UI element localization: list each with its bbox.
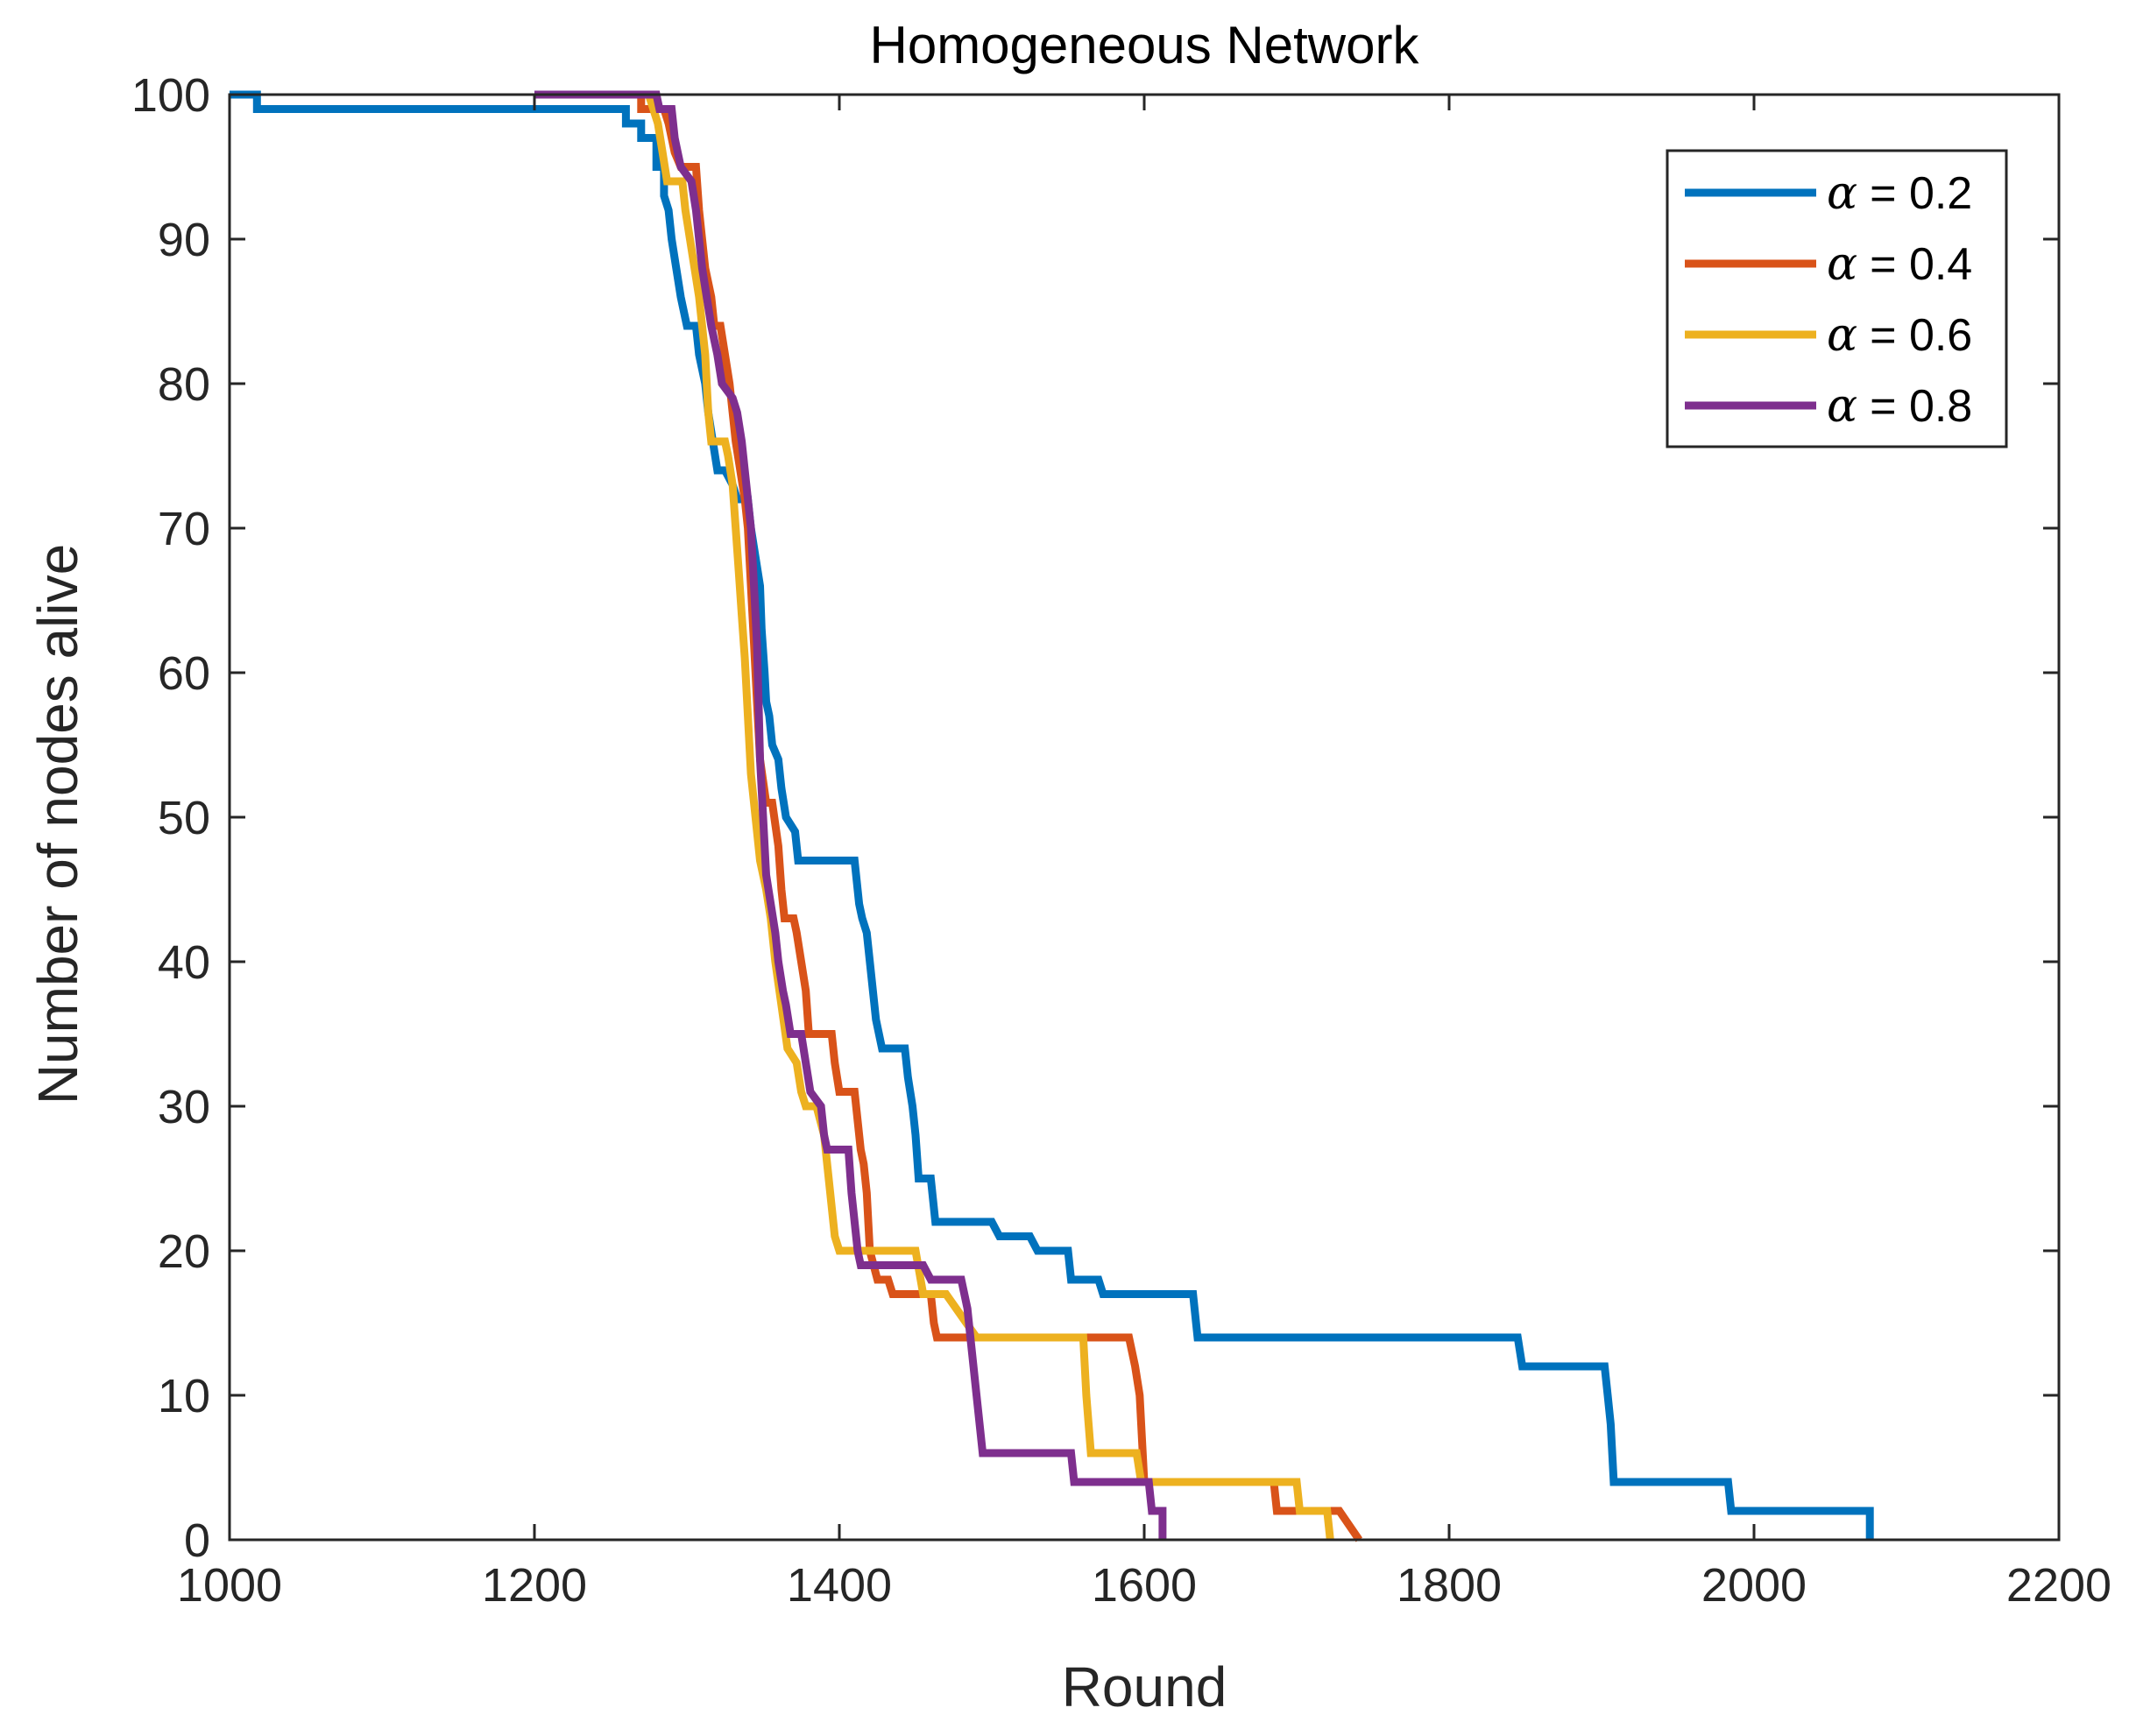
- legend-value: = 0.6: [1870, 310, 1972, 361]
- legend-value: = 0.8: [1870, 381, 1972, 432]
- y-tick-label: 50: [158, 792, 210, 844]
- y-tick-label: 70: [158, 503, 210, 555]
- legend-alpha-symbol: α: [1827, 238, 1857, 291]
- series-line-4: [534, 90, 1167, 1540]
- y-axis-label: Number of nodes alive: [26, 544, 89, 1104]
- x-axis-label: Round: [1062, 1655, 1227, 1718]
- x-tick-label: 2200: [2006, 1559, 2111, 1612]
- ticks-layer: 1000 1200 1400 1600 1800 2000 2200 0 10 20 30 40 50 6…: [131, 69, 2111, 1612]
- x-tick-label: 1000: [177, 1559, 282, 1612]
- x-tick-label: 1800: [1397, 1559, 1502, 1612]
- y-tick-label: 90: [158, 214, 210, 266]
- legend-value: = 0.4: [1870, 239, 1972, 290]
- y-tick-label: 80: [158, 358, 210, 411]
- y-tick-label: 30: [158, 1081, 210, 1133]
- x-tick-label: 2000: [1701, 1559, 1807, 1612]
- x-tick-label: 1600: [1092, 1559, 1197, 1612]
- legend-box: [1666, 149, 2008, 448]
- legend-alpha-symbol: α: [1827, 167, 1857, 220]
- y-tick-label: 60: [158, 647, 210, 700]
- x-tick-label: 1200: [482, 1559, 587, 1612]
- legend-alpha-symbol: α: [1827, 380, 1857, 433]
- legend-label-2: α = 0.4: [1827, 238, 1972, 291]
- chart-title: Homogeneous Network: [870, 16, 1420, 74]
- legend-label-1: α = 0.2: [1827, 167, 1972, 220]
- y-tick-label: 100: [131, 69, 210, 122]
- legend-label-4: α = 0.8: [1827, 380, 1972, 433]
- series-layer: [230, 90, 1874, 1542]
- legend: α = 0.2 α = 0.4 α = 0.6 α = 0.8: [1666, 149, 2008, 448]
- legend-alpha-symbol: α: [1827, 309, 1857, 362]
- legend-value: = 0.2: [1870, 168, 1972, 219]
- y-tick-label: 10: [158, 1370, 210, 1422]
- y-tick-label: 20: [158, 1225, 210, 1278]
- legend-label-3: α = 0.6: [1827, 309, 1972, 362]
- y-tick-label: 40: [158, 936, 210, 989]
- x-tick-label: 1400: [787, 1559, 892, 1612]
- y-tick-label: 0: [184, 1514, 210, 1567]
- series-line-1: [230, 90, 1874, 1540]
